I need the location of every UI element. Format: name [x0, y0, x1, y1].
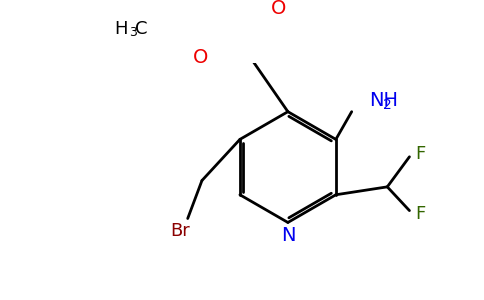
Text: F: F: [415, 205, 425, 223]
Text: F: F: [415, 145, 425, 163]
Text: NH: NH: [369, 91, 398, 110]
Text: Br: Br: [170, 222, 190, 240]
Text: O: O: [192, 48, 208, 68]
Text: O: O: [271, 0, 286, 17]
Text: C: C: [135, 20, 148, 38]
Text: 3: 3: [129, 26, 137, 39]
Text: N: N: [281, 226, 295, 244]
Text: H: H: [115, 20, 128, 38]
Text: 2: 2: [383, 98, 392, 112]
